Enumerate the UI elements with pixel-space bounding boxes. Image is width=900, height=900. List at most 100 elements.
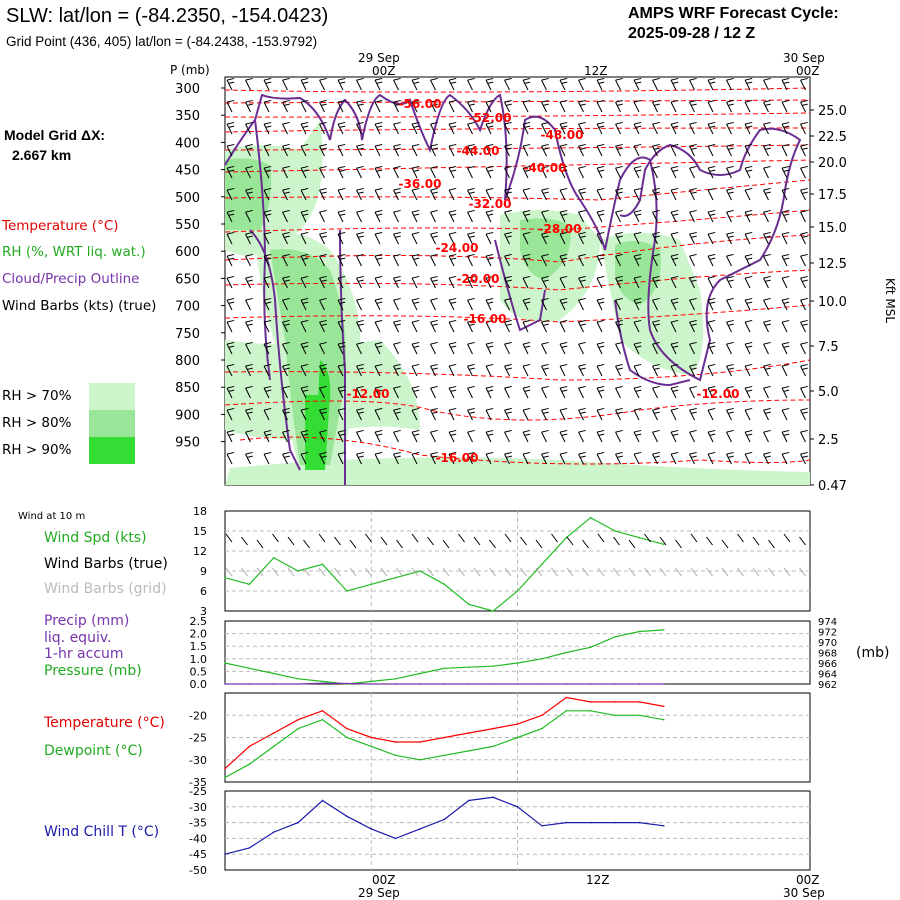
barb-flag2-191 [802,191,808,194]
barb-flag2-70 [339,125,346,128]
wind-barb-282 [707,253,716,267]
barb-shaft-513 [245,431,251,443]
barb-flag-100 [300,143,309,147]
barb-flag-558 [485,451,494,455]
barb-flag-166 [337,187,346,191]
barb-flag2-476 [746,389,753,392]
barb-shaft-71 [356,123,362,135]
barb-flag-243 [578,231,586,235]
barb-flag2-291 [284,279,290,282]
barb-shaft-563 [578,453,584,465]
dewpoint-line-pt-15 [589,710,592,712]
wind-barb-556 [448,451,457,465]
barb-flag2-542 [783,433,790,436]
wind-barb-16 [522,77,531,91]
pressure-line-pt-16 [614,635,616,638]
barb-shaft-92 [744,123,751,135]
barb-flag-51 [578,99,586,103]
barb-flag2-185 [691,191,697,194]
barb-flag-456 [374,385,383,389]
barb-flag-172 [448,187,457,191]
wind-barb-46 [485,99,494,113]
barb-shaft-95 [800,123,806,135]
wind-barb-162 [263,187,272,201]
dew-label: Dewpoint (°C) [44,743,143,759]
wind-barb-167 [356,187,364,201]
precip-line-pt-7 [394,683,397,685]
precip-line-pt-5 [346,682,348,685]
barb-flag-144 [522,165,531,169]
wind-barb-504 [670,407,679,421]
temp-contour-1 [225,87,810,93]
barb-shaft-354 [263,321,270,333]
barb-flag-504 [670,407,679,411]
wind-barb-360 [374,319,383,333]
barb-flag-236 [448,231,457,235]
barb-flag2-497 [543,411,549,414]
barb-shaft-454 [337,387,344,399]
barb-flag2-448 [228,389,235,392]
barb-flag-280 [670,253,679,257]
barb-shaft-36 [300,101,307,113]
barb-flag2-163 [284,191,290,194]
wind-barb-364 [448,319,457,333]
barb-flag-470 [633,385,642,389]
barb-flag-91 [726,121,734,125]
barb-flag-514 [263,429,272,433]
barb-flag-337 [541,297,549,301]
barb-shaft-207 [504,211,510,223]
barb-flag-284 [744,253,753,257]
wind-barb-423 [356,363,364,377]
barb-flag-60 [744,99,753,103]
barb-shaft-0 [226,79,233,91]
wind-barb-533 [615,429,623,443]
barb-shaft-376 [670,321,677,333]
wind-barb-506 [707,407,716,421]
barb-shaft-117 [615,145,621,157]
barb-flag-298 [411,275,420,279]
wind-barb-515 [282,429,290,443]
barb-shaft-316 [744,277,751,289]
wind-barb-539 [726,429,734,443]
wind-barb-405 [615,341,623,355]
wind-barb-497 [541,407,549,421]
barb-flag2-573 [765,455,771,458]
barb-shaft-194 [263,211,270,223]
barb-flag2-437 [617,367,623,370]
barb-shaft-457 [393,387,399,399]
barb-flag2-262 [339,257,346,260]
barb-shaft-134 [337,167,344,179]
barb-shaft-31 [800,79,806,91]
barb-flag2-526 [487,433,494,436]
barb-flag2-365 [469,323,475,326]
barb-flag-421 [319,363,327,367]
barb-flag2-458 [413,389,420,392]
barb-flag-422 [337,363,346,367]
pressure-tick-600: 600 [175,245,200,260]
barb-flag-438 [633,363,642,367]
wind-barb-373 [615,319,623,333]
barb-flag2-113 [543,147,549,150]
wind-barb-481 [245,407,253,421]
barb-flag-555 [430,451,438,455]
wind-barb-168 [374,187,383,201]
barb-flag2-379 [728,323,734,326]
barb-shaft-87 [652,123,658,135]
barb-flag2-216 [672,213,679,216]
wind-barb-457 [393,385,401,399]
temp-label-9: -24.00 [436,241,479,255]
wind-barb-201 [393,209,401,223]
true-barb-6 [318,533,326,543]
barb-flag2-567 [654,455,660,458]
barb-flag-402 [559,341,568,345]
wind-barb-441 [689,363,697,377]
true-barb-36 [783,533,791,543]
barb-flag-557 [467,451,475,455]
barb-flag-324 [300,297,309,301]
wind-barb-408 [670,341,679,355]
barb-flag2-272 [524,257,531,260]
barb-flag2-251 [728,235,734,238]
barb-shaft-547 [282,453,288,465]
true-barb-3 [272,533,279,543]
